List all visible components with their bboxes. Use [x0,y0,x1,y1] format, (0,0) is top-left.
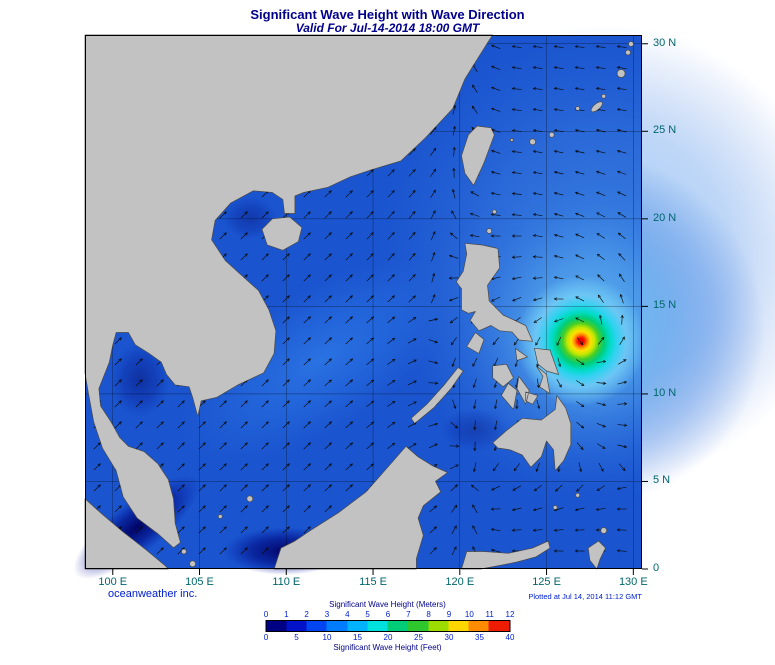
feet-tick-label: 0 [263,633,269,642]
colorbar-segment [286,621,307,631]
colorbar-segment [488,621,509,631]
x-axis-label: 125 E [532,576,561,588]
colorbar-segment [428,621,449,631]
colorbar-segment [306,621,327,631]
meters-tick-label: 8 [426,610,431,619]
plotted-timestamp: Plotted at Jul 14, 2014 11:12 GMT [528,592,642,601]
colorbar-segment [266,621,287,631]
feet-tick-label: 15 [353,633,362,642]
y-axis-label: 25 N [653,124,677,137]
feet-tick-label: 40 [505,633,515,642]
meters-tick-label: 10 [464,610,474,619]
x-axis-label: 115 E [359,576,387,588]
feet-tick-label: 30 [444,633,454,642]
y-axis-label: 0 [653,562,660,574]
feet-tick-label: 5 [294,633,299,642]
meters-tick-label: 3 [324,610,330,619]
feet-tick-label: 10 [322,633,332,642]
wave-height-colorbar [265,620,510,632]
feet-tick-row: 0 5 10 15 20 25 30 35 40 [263,633,515,642]
y-axis-label: 15 N [653,299,677,312]
meters-tick-label: 4 [345,610,350,619]
map-border [85,35,642,569]
x-axis-label: 120 E [445,576,475,588]
meters-tick-label: 2 [304,610,309,619]
x-axis-label: 130 E [618,576,648,588]
y-axis-label: 30 N [653,36,677,49]
legend-title-feet: Significant Wave Height (Feet) [333,643,442,652]
valid-time-subtitle: Valid For Jul-14-2014 18:00 GMT [295,21,480,35]
colorbar-segment [347,621,368,631]
meters-tick-label: 6 [385,610,391,619]
feet-tick-label: 35 [475,633,484,642]
x-axis-label: 110 E [272,576,301,588]
y-axis-label: 10 N [653,386,677,399]
feet-tick-label: 20 [383,633,393,642]
meters-tick-label: 11 [485,610,494,619]
colorbar-segment [468,621,489,631]
feet-tick-label: 25 [414,633,423,642]
y-axis-label: 20 N [653,211,677,224]
colorbar-segment [387,621,408,631]
meters-tick-row: 0 1 2 3 4 5 6 7 8 9 10 11 12 [263,610,515,619]
wave-map [73,25,775,580]
map-svg [73,25,775,580]
axis-tick-marks [112,43,648,575]
oceanweather-credit: oceanweather inc. [108,588,198,600]
meters-tick-label: 1 [284,610,289,619]
meters-tick-label: 5 [365,610,370,619]
meters-tick-label: 9 [446,610,452,619]
legend-title-meters: Significant Wave Height (Meters) [329,600,446,609]
colorbar-segment [448,621,469,631]
meters-tick-label: 12 [505,610,515,619]
colorbar-segment [407,621,428,631]
meters-tick-label: 0 [263,610,269,619]
meters-tick-label: 7 [406,610,411,619]
colorbar-segment [367,621,388,631]
wave-direction-arrows [93,43,627,556]
colorbar-segment [326,621,347,631]
x-axis-label: 100 E [98,576,128,588]
page-title: Significant Wave Height with Wave Direct… [250,7,525,22]
x-axis-label: 105 E [185,576,214,588]
y-axis-label: 5 N [653,474,671,487]
